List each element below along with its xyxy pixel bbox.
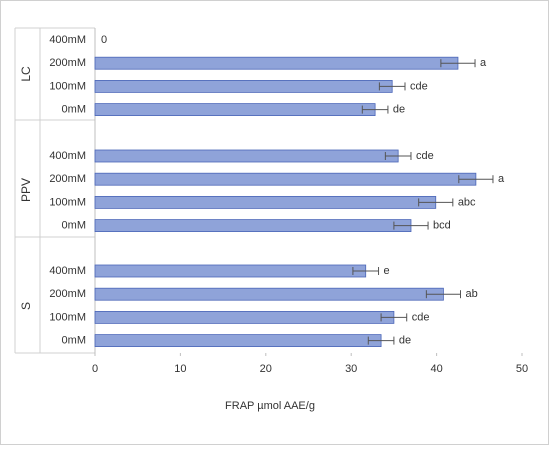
data-label: 0 — [101, 34, 107, 46]
bar — [94, 172, 477, 186]
category-label: 100mM — [49, 311, 86, 323]
category-label: 0mM — [62, 104, 86, 116]
bar — [94, 80, 393, 93]
category-label: 100mM — [49, 80, 86, 92]
category-label: 400mM — [49, 34, 86, 46]
data-label: cde — [410, 80, 428, 92]
category-label: 200mM — [49, 288, 86, 300]
x-axis-title: FRAP µmol AAE/g — [225, 400, 315, 412]
category-label: 0mM — [62, 335, 86, 347]
category-label: 100mM — [49, 196, 86, 208]
data-label: a — [498, 173, 505, 185]
data-label: a — [480, 57, 487, 69]
data-label: de — [399, 335, 411, 347]
category-label: 400mM — [49, 150, 86, 162]
bar — [94, 334, 382, 348]
bar — [94, 310, 395, 324]
category-label: 200mM — [49, 173, 86, 185]
x-tick-label: 10 — [174, 363, 186, 375]
bar — [94, 219, 412, 233]
x-tick-label: 40 — [430, 363, 442, 375]
group-label: LC — [19, 66, 33, 82]
category-label: 200mM — [49, 57, 86, 69]
group-label: PPV — [19, 178, 33, 202]
category-label: 400mM — [49, 265, 86, 277]
data-label: cde — [416, 150, 434, 162]
bar — [94, 56, 459, 70]
group-label: S — [19, 302, 33, 310]
x-tick-label: 20 — [260, 363, 272, 375]
data-label: cde — [412, 311, 430, 323]
x-tick-label: 30 — [345, 363, 357, 375]
data-label: ab — [466, 288, 478, 300]
bar — [94, 195, 437, 209]
data-label: abc — [458, 196, 476, 208]
bar — [94, 264, 367, 278]
x-tick-label: 50 — [516, 363, 528, 375]
bar — [94, 103, 376, 116]
data-label: e — [384, 265, 390, 277]
data-label: de — [393, 104, 405, 116]
bar — [94, 287, 444, 301]
x-tick-label: 0 — [92, 363, 98, 375]
category-label: 0mM — [62, 220, 86, 232]
data-label: bcd — [433, 220, 451, 232]
bar — [94, 149, 399, 163]
